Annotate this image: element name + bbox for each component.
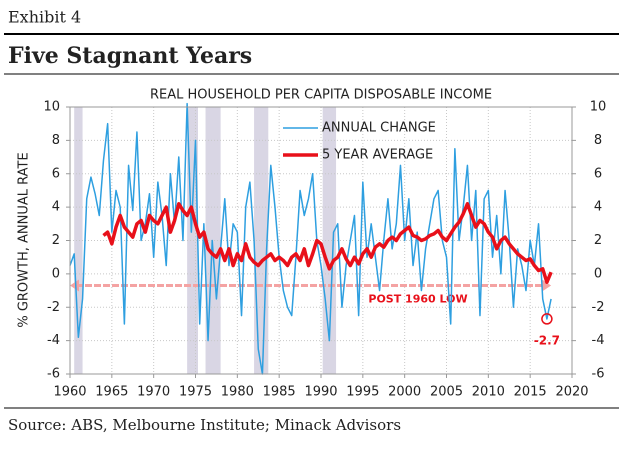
y-tick-label: -2 — [47, 300, 60, 315]
x-tick-label: 2010 — [472, 385, 505, 400]
series-line — [69, 102, 552, 375]
y2-tick-label: 10 — [590, 100, 607, 115]
y2-tick-label: 0 — [594, 266, 602, 281]
plot-area: -6 -4 -2 0 2 4 6 8 10 -6 -4 -2 0 2 4 6 8 10 1960 1965 1970 19… — [43, 100, 606, 400]
chart-title: REAL HOUSEHOLD PER CAPITA DISPOSABLE INC… — [150, 88, 492, 103]
x-tick-label: 1980 — [221, 385, 254, 400]
y2-tick-label: 6 — [594, 166, 602, 181]
page-title: Five Stagnant Years — [8, 43, 252, 69]
y-tick-label: 6 — [52, 166, 60, 181]
y2-tick-label: 2 — [594, 233, 602, 248]
x-tick-label: 2015 — [514, 385, 547, 400]
y-tick-label: -4 — [47, 333, 60, 348]
y-tick-label: 2 — [52, 233, 60, 248]
x-tick-label: 2005 — [430, 385, 463, 400]
shaded-period — [74, 107, 83, 374]
x-tick-label: 1995 — [346, 385, 379, 400]
legend-label: ANNUAL CHANGE — [322, 121, 436, 136]
y-tick-label: 8 — [52, 133, 60, 148]
x-tick-label: 1960 — [53, 385, 86, 400]
y-tick-label: 0 — [52, 266, 60, 281]
x-tick-label: 2020 — [555, 385, 588, 400]
y2-tick-label: 4 — [594, 200, 602, 215]
shaded-period — [187, 107, 199, 374]
y2-tick-label: 8 — [594, 133, 602, 148]
x-tick-label: 1975 — [179, 385, 212, 400]
y2-tick-label: -4 — [592, 333, 605, 348]
annotation-label: -2.7 — [534, 333, 560, 347]
x-tick-label: 1970 — [137, 385, 170, 400]
y-tick-label: 10 — [43, 100, 60, 115]
y-tick-label: 4 — [52, 200, 60, 215]
y-axis-label: % GROWTH, ANNUAL RATE — [17, 152, 32, 327]
arrow-head — [70, 279, 79, 292]
series-line — [102, 202, 553, 284]
y2-tick-label: -2 — [592, 300, 605, 315]
x-tick-label: 1965 — [95, 385, 128, 400]
x-tick-label: 1985 — [263, 385, 296, 400]
source: Source: ABS, Melbourne Institute; Minack… — [8, 416, 401, 434]
y2-tick-label: -6 — [592, 367, 605, 382]
annotation-point — [541, 313, 553, 325]
plot-frame — [69, 106, 573, 375]
low-line-label: POST 1960 LOW — [368, 293, 467, 306]
y-tick-label: -6 — [47, 367, 60, 382]
x-tick-label: 1990 — [304, 385, 337, 400]
arrow-head — [542, 279, 552, 292]
legend-label: 5 YEAR AVERAGE — [322, 148, 433, 163]
exhibit-label: Exhibit 4 — [8, 8, 81, 27]
x-tick-label: 2000 — [388, 385, 421, 400]
